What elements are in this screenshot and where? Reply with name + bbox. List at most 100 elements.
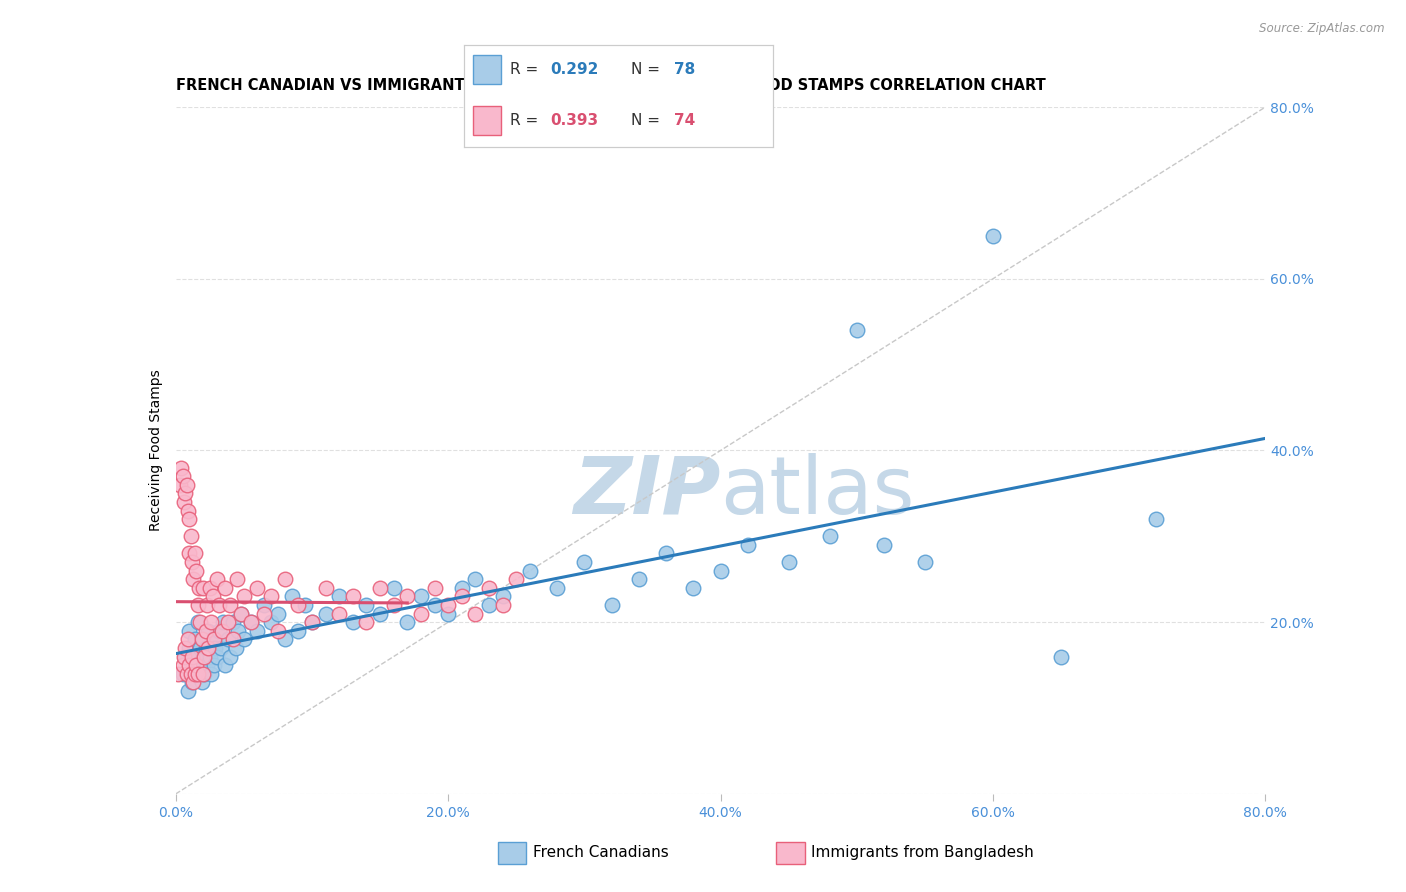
Point (274, 632, 297, 647)
Point (328, 590, 350, 604)
Y-axis label: Receiving Food Stamps: Receiving Food Stamps (149, 369, 163, 532)
Point (172, 469, 194, 483)
Bar (474, 106, 501, 135)
Point (382, 598, 405, 612)
Point (198, 581, 221, 595)
Point (193, 666, 215, 681)
Point (177, 503, 200, 517)
Point (184, 632, 207, 647)
Point (176, 478, 198, 492)
Point (246, 581, 269, 595)
Point (204, 640, 226, 655)
Text: 0.292: 0.292 (551, 62, 599, 77)
Point (186, 649, 208, 664)
Point (280, 590, 302, 604)
Point (179, 546, 201, 561)
Point (260, 590, 283, 604)
Point (464, 572, 486, 586)
Point (328, 607, 350, 621)
Point (492, 598, 515, 612)
Point (173, 495, 195, 509)
Point (194, 640, 217, 655)
Point (600, 598, 623, 612)
Text: N =: N = (631, 62, 665, 77)
Point (409, 607, 432, 621)
Point (202, 658, 225, 673)
Point (409, 590, 432, 604)
Point (368, 581, 391, 595)
Point (217, 632, 239, 647)
Point (437, 607, 460, 621)
Point (356, 615, 378, 630)
Point (845, 323, 868, 337)
Point (219, 598, 242, 612)
Point (737, 538, 759, 552)
Point (177, 632, 200, 647)
Point (396, 590, 419, 604)
Point (1050, 649, 1073, 664)
Point (186, 666, 209, 681)
Point (183, 572, 205, 586)
Point (546, 581, 568, 595)
Text: French Canadians: French Canadians (533, 845, 668, 860)
Point (450, 590, 472, 604)
Point (191, 632, 214, 647)
Point (368, 607, 391, 621)
Point (188, 640, 211, 655)
Point (186, 658, 208, 673)
Point (478, 598, 501, 612)
Point (197, 624, 219, 638)
Point (818, 529, 841, 543)
Point (177, 683, 200, 698)
Point (1144, 512, 1167, 526)
Point (174, 640, 197, 655)
Point (212, 615, 235, 630)
Point (183, 675, 205, 690)
Point (239, 615, 262, 630)
Point (209, 640, 232, 655)
Point (873, 538, 896, 552)
Point (179, 640, 201, 655)
Point (187, 581, 209, 595)
Point (294, 598, 316, 612)
Text: 78: 78 (675, 62, 696, 77)
Point (246, 624, 269, 638)
Point (195, 598, 218, 612)
Point (202, 632, 225, 647)
Point (208, 598, 231, 612)
Point (201, 590, 224, 604)
Point (200, 666, 222, 681)
Point (179, 512, 201, 526)
Point (655, 546, 678, 561)
Point (315, 607, 337, 621)
Point (231, 607, 253, 621)
Point (183, 658, 205, 673)
Point (260, 615, 283, 630)
Point (232, 632, 254, 647)
Point (188, 615, 211, 630)
Point (167, 666, 190, 681)
Point (181, 649, 204, 664)
Point (222, 615, 245, 630)
Point (186, 598, 209, 612)
Point (191, 581, 214, 595)
Point (190, 675, 212, 690)
Point (214, 581, 236, 595)
Point (505, 572, 527, 586)
Point (222, 632, 245, 647)
Text: R =: R = (510, 62, 544, 77)
Point (231, 607, 253, 621)
Point (169, 478, 191, 492)
Point (184, 546, 207, 561)
Point (180, 666, 202, 681)
Point (682, 581, 704, 595)
Text: Immigrants from Bangladesh: Immigrants from Bangladesh (811, 845, 1033, 860)
Text: ZIP: ZIP (574, 452, 721, 531)
Point (492, 590, 515, 604)
Point (211, 624, 233, 638)
Bar (498, 842, 526, 864)
Point (191, 649, 214, 664)
Point (194, 624, 217, 638)
Point (172, 666, 194, 681)
Point (478, 581, 501, 595)
